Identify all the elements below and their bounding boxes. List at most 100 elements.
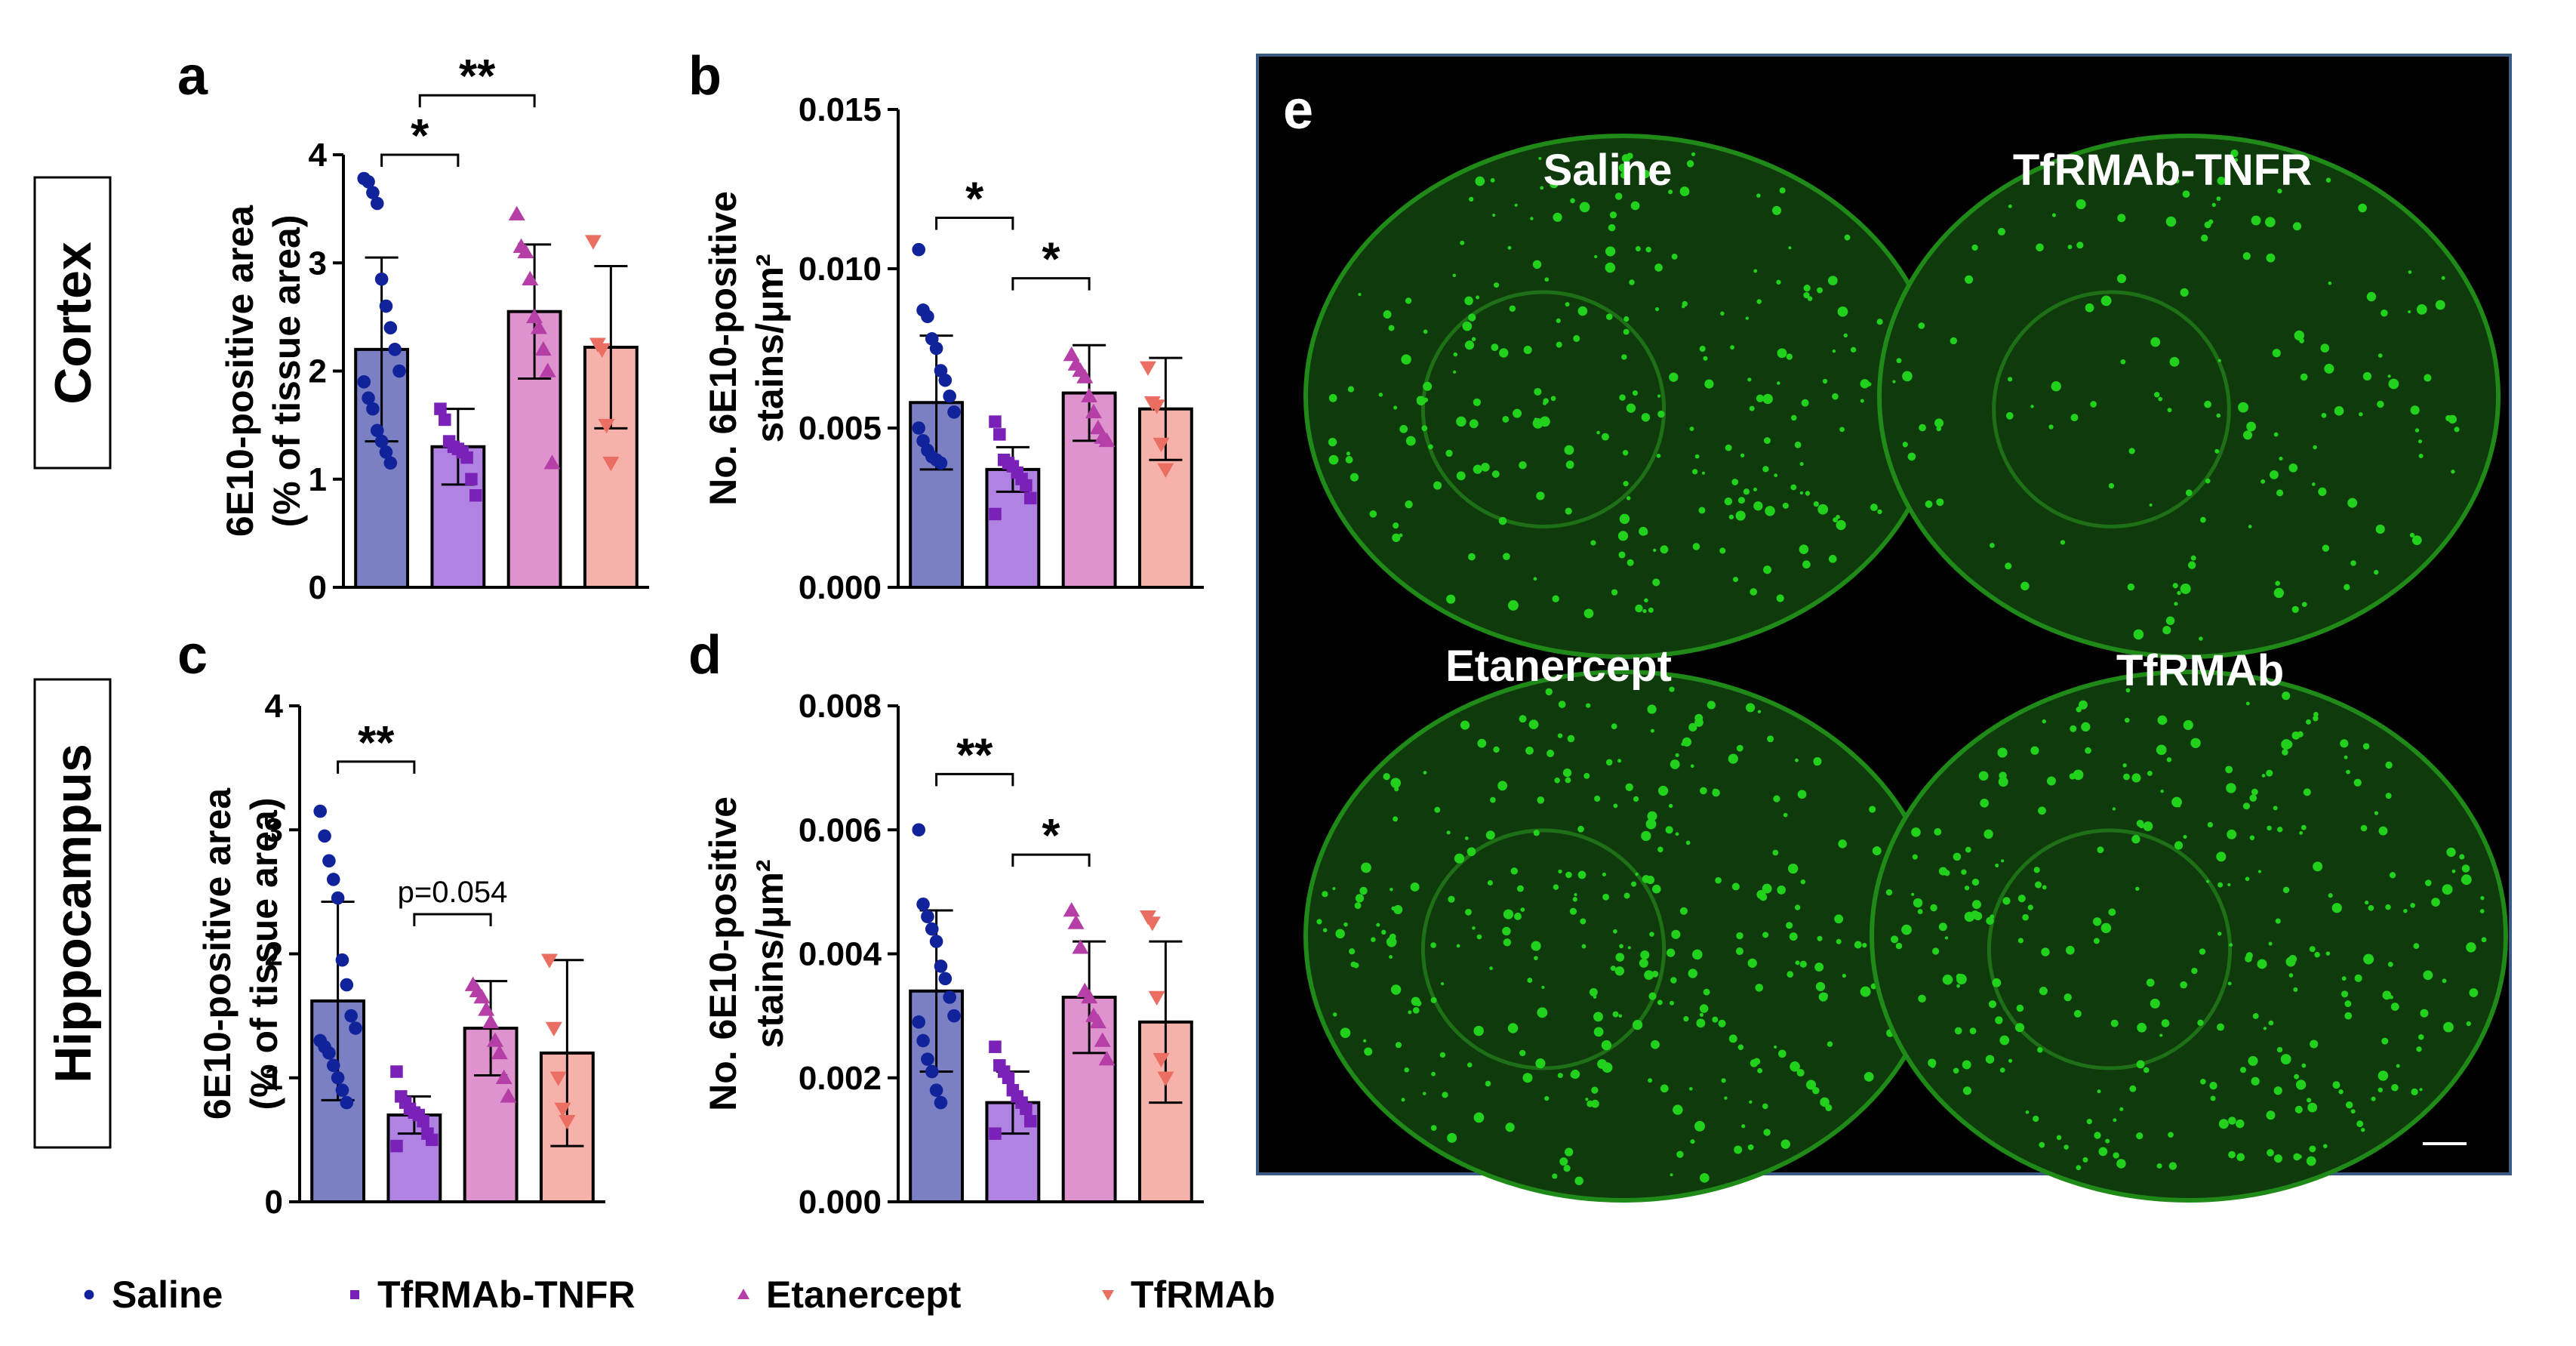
plaque-dot: [1648, 607, 1654, 613]
legend-label-0: Saline: [112, 1274, 223, 1316]
plaque-dot: [2150, 998, 2160, 1009]
data-point-b-1-8: [1024, 491, 1037, 505]
plaque-dot: [1827, 1041, 1833, 1047]
plaque-dot: [1668, 803, 1673, 809]
plaque-dot: [2340, 739, 2349, 748]
plaque-dot: [2166, 757, 2172, 762]
plaque-dot: [1644, 970, 1654, 980]
plaque-dot: [1322, 928, 1328, 932]
plaque-dot: [2288, 955, 2297, 963]
plaque-dot: [1789, 932, 1798, 941]
plaque-dot: [1605, 759, 1613, 766]
plaque-dot: [1623, 481, 1629, 487]
plaque-dot: [1771, 205, 1782, 215]
plaque-dot: [1569, 907, 1577, 915]
plaque-dot: [2214, 448, 2220, 454]
plaque-dot: [2388, 378, 2399, 390]
plaque-dot: [1777, 1049, 1787, 1058]
plaque-dot: [1439, 1052, 1446, 1058]
plaque-dot: [1902, 371, 1913, 382]
plaque-dot: [1860, 986, 1871, 997]
plaque-dot: [1328, 454, 1339, 465]
data-point-c-0-13: [331, 1070, 345, 1085]
data-point-c-2-8: [500, 1088, 517, 1103]
plaque-dot: [1842, 973, 1847, 978]
plaque-dot: [1532, 260, 1542, 270]
plaque-dot: [1731, 479, 1739, 485]
plaque-dot: [1507, 1023, 1519, 1033]
plaque-dot: [1602, 1062, 1613, 1073]
plaque-dot: [1762, 466, 1769, 473]
plaque-dot: [1423, 397, 1429, 402]
brain-slice-tfrmab-tnfr-hippocampus-outline: [1992, 290, 2231, 528]
data-point-c-0-11: [322, 1046, 336, 1060]
plaque-dot: [2017, 895, 2026, 903]
y-axis-label-a-1: (% of tissue area): [266, 214, 308, 527]
data-point-a-3-2: [593, 343, 611, 358]
plaque-dot: [1487, 879, 1493, 886]
data-point-b-1-0: [989, 415, 1002, 428]
significance-label-a-1: **: [459, 51, 496, 103]
plaque-dot: [1763, 437, 1771, 445]
plaque-dot: [1776, 594, 1784, 602]
plaque-dot: [2268, 941, 2273, 946]
plaque-dot: [1434, 806, 1441, 813]
plaque-dot: [1453, 352, 1458, 357]
plaque-dot: [1796, 1068, 1805, 1077]
plaque-dot: [2277, 827, 2283, 833]
plaque-dot: [1682, 300, 1688, 307]
plaque-dot: [1639, 958, 1648, 968]
plaque-dot: [2190, 555, 2196, 561]
plaque-dot: [1669, 372, 1679, 382]
plaque-dot: [2238, 402, 2248, 413]
data-point-c-2-3: [478, 1001, 495, 1016]
plaque-dot: [2205, 478, 2211, 484]
data-point-b-1-1: [993, 428, 1006, 441]
y-tick-label-b-3: 0.015: [799, 91, 882, 128]
data-point-b-3-2: [1148, 399, 1165, 414]
plaque-dot: [1689, 427, 1694, 432]
data-point-c-2-2: [473, 988, 491, 1004]
y-tick-label-b-2: 0.010: [799, 251, 882, 288]
plaque-dot: [1690, 1139, 1695, 1144]
data-point-c-0-7: [344, 1009, 358, 1023]
plaque-dot: [1550, 180, 1559, 189]
plaque-dot: [2008, 377, 2013, 382]
plaque-dot: [1956, 984, 1960, 988]
plaque-dot: [2466, 942, 2476, 953]
plaque-dot: [2245, 954, 2252, 963]
plaque-dot: [2328, 893, 2333, 898]
plaque-dot: [2139, 823, 2144, 829]
plaque-dot: [2345, 1101, 2353, 1109]
data-point-d-0-11: [921, 1052, 934, 1066]
plaque-dot: [2381, 1037, 2389, 1045]
y-axis-label-c-0: 6E10-positive area: [196, 787, 239, 1120]
plaque-dot: [1864, 1072, 1874, 1082]
bar-c-2: [463, 1027, 519, 1204]
micrograph-panel-e: e Saline TfRMAb-TNFR Etanercept TfRMAb: [1256, 54, 2512, 1203]
plaque-dot: [2162, 626, 2171, 635]
plaque-dot: [2288, 973, 2294, 978]
plaque-dot: [1737, 1044, 1744, 1051]
plaque-dot: [2280, 1054, 2291, 1064]
plaque-dot: [2200, 516, 2206, 523]
plaque-dot: [1354, 902, 1362, 910]
plaque-dot: [1513, 408, 1522, 418]
plaque-dot: [1704, 379, 1714, 389]
brain-slice-tfrmab-tissue: [1870, 670, 2508, 1203]
cortex-region-label: Cortex: [33, 176, 112, 470]
plaque-dot: [2076, 1165, 2082, 1171]
plaque-dot: [1563, 1165, 1571, 1172]
plaque-dot: [1715, 876, 1722, 884]
plaque-dot: [1997, 747, 2008, 758]
plaque-dot: [1590, 540, 1596, 546]
plaque-dot: [1895, 942, 1903, 950]
data-point-a-0-10: [362, 391, 375, 405]
plaque-dot: [1490, 796, 1496, 803]
plaque-dot: [1734, 1145, 1743, 1154]
plaque-dot: [1813, 501, 1819, 507]
plaque-dot: [1456, 944, 1460, 948]
plaque-dot: [1528, 719, 1539, 729]
plaque-dot: [1491, 470, 1500, 478]
plaque-dot: [2377, 1087, 2384, 1093]
